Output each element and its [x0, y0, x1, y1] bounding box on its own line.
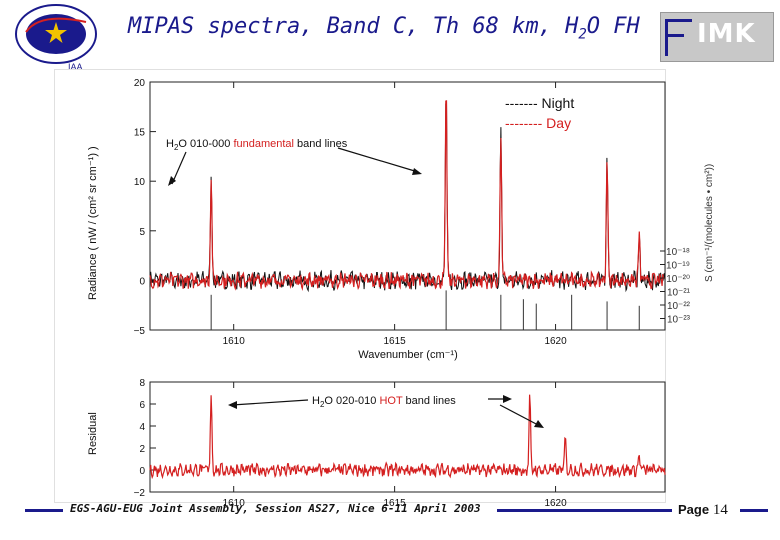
footer-line-right — [740, 509, 768, 512]
annotation-hot-mid: O 020-010 — [324, 395, 379, 407]
annotation-hot-highlight: HOT — [379, 395, 403, 407]
y-tick-label-1-2: 2 — [139, 444, 145, 455]
arrow-fundamental-right — [337, 147, 419, 173]
x-tick-label-0-1: 1615 — [384, 336, 407, 347]
residual-series-line — [149, 394, 666, 480]
annotation-fundamental-mid: O 010-000 — [178, 138, 233, 150]
y-tick-label-1-4: 6 — [139, 400, 145, 411]
x-tick-label-0-0: 1610 — [223, 336, 246, 347]
footer-text: EGS-AGU-EUG Joint Assembly, Session AS27… — [70, 502, 481, 515]
y-tick-label-1-0: −2 — [134, 488, 146, 499]
iaa-logo: IAA — [10, 2, 106, 72]
imk-logo-mark — [665, 19, 692, 56]
arrow-fundamental-left — [171, 151, 187, 185]
annotation-hot-suffix: band lines — [402, 395, 456, 407]
day-series-line — [149, 100, 666, 291]
annotation-fundamental-suffix: band lines — [294, 138, 348, 150]
y2-tick-label-4: 10⁻²² — [667, 301, 691, 312]
night-series-line — [149, 100, 666, 293]
annotation-fundamental: H2O 010-000 fundamental band lines — [166, 138, 348, 152]
annotation-hot-sub: 2 — [320, 400, 325, 409]
x-axis-label-0: Wavenumber (cm⁻¹) — [358, 349, 458, 361]
imk-logo-text: IMK — [697, 19, 756, 49]
y2-tick-label-5: 10⁻²³ — [667, 315, 691, 326]
y2-tick-label-0: 10⁻¹⁸ — [666, 247, 690, 258]
y-tick-label-0-3: 10 — [134, 177, 146, 188]
y-tick-label-0-4: 15 — [134, 128, 146, 139]
plot-area-1 — [149, 381, 666, 493]
arrowhead-hot-left — [228, 401, 237, 409]
arrowhead-hot-right — [534, 420, 544, 428]
y-axis-label-1: Residual — [87, 412, 99, 455]
arrowhead-fundamental-left — [168, 176, 176, 186]
y-tick-label-0-0: −5 — [134, 326, 146, 337]
annotation-hot: H2O 020-010 HOT band lines — [312, 395, 456, 409]
slide-title: MIPAS spectra, Band C, Th 68 km, H2O FH — [128, 14, 640, 43]
x-tick-label-0-2: 1620 — [544, 336, 567, 347]
arrowhead-hot-mid — [503, 395, 512, 403]
legend-night: ------- Night — [505, 95, 574, 111]
arrowhead-fundamental-right — [412, 168, 422, 175]
footer-line-left — [25, 509, 63, 512]
arrow-hot-right — [499, 404, 541, 427]
y-tick-label-0-2: 5 — [139, 227, 145, 238]
page-number: Page 14 — [678, 502, 728, 518]
legend-day: -------- Day — [505, 115, 571, 131]
x-tick-label-1-1: 1615 — [384, 498, 407, 509]
y2-tick-label-3: 10⁻²¹ — [667, 288, 691, 299]
y-tick-label-0-1: 0 — [139, 276, 145, 287]
imk-logo: IMK — [660, 12, 774, 62]
y2-axis-label: S (cm⁻¹/(molecules • cm²)) — [704, 164, 715, 282]
plot-area-0 — [149, 81, 666, 331]
annotation-fundamental-sub: 2 — [174, 143, 179, 152]
y2-tick-label-1: 10⁻¹⁹ — [666, 261, 690, 272]
y-axis-label-0: Radiance ( nW / (cm² sr cm⁻¹) ) — [87, 146, 99, 300]
y-tick-label-1-1: 0 — [139, 466, 145, 477]
annotation-fundamental-prefix: H — [166, 138, 174, 150]
annotation-hot-prefix: H — [312, 395, 320, 407]
annotation-fundamental-highlight: fundamental — [233, 138, 294, 150]
arrow-hot-left — [231, 399, 309, 406]
x-tick-label-1-2: 1620 — [544, 498, 567, 509]
iaa-logo-text: IAA — [68, 62, 83, 72]
x-tick-label-1-0: 1610 — [223, 498, 246, 509]
y-tick-label-0-5: 20 — [134, 78, 146, 89]
footer-line-middle — [497, 509, 672, 512]
y-tick-label-1-5: 8 — [139, 378, 145, 389]
y-tick-label-1-3: 4 — [139, 422, 145, 433]
y2-tick-label-2: 10⁻²⁰ — [666, 274, 690, 285]
